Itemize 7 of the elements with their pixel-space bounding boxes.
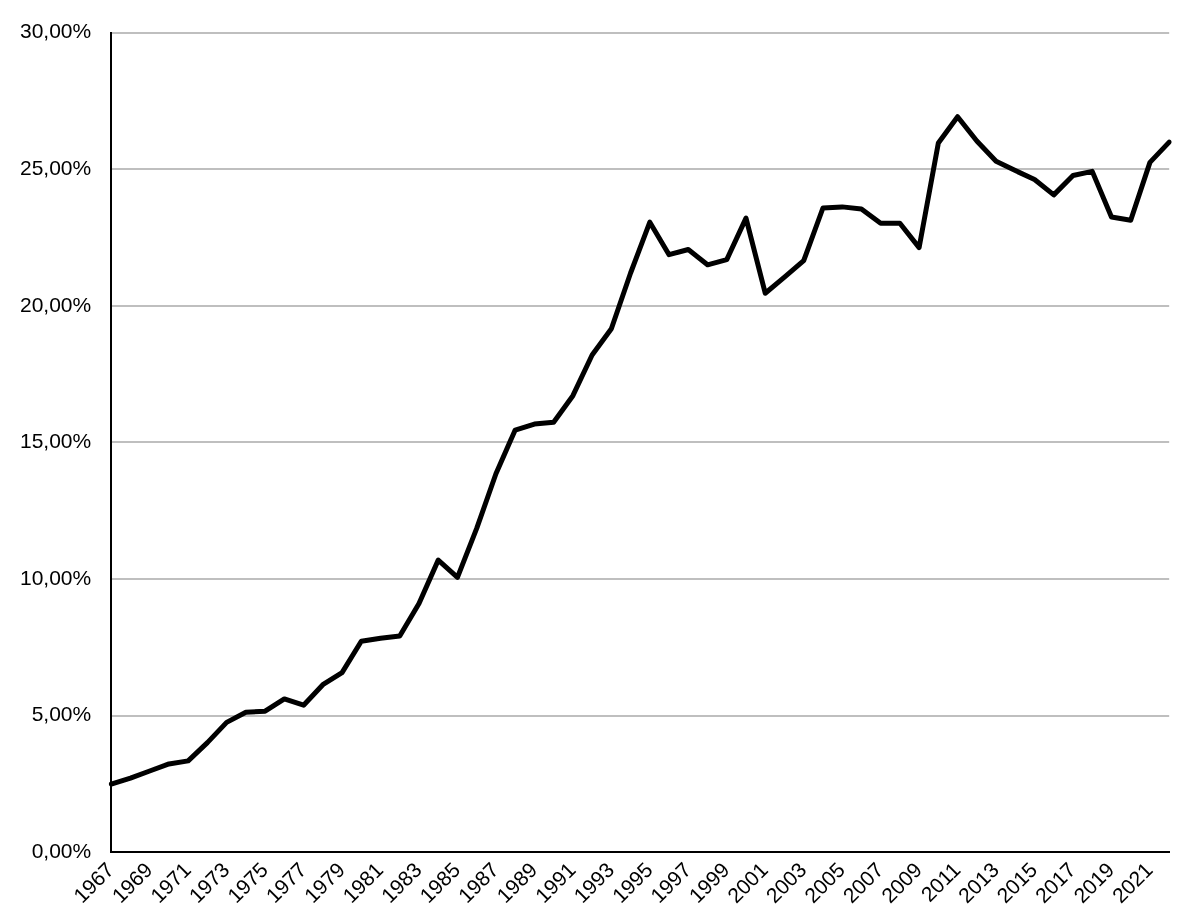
y-tick-label: 10,00% [19, 565, 92, 589]
y-tick-label: 30,00% [19, 19, 92, 43]
y-tick-label: 0,00% [31, 838, 92, 862]
y-tick-label: 5,00% [31, 702, 92, 726]
y-tick-label: 15,00% [19, 429, 92, 453]
y-tick-label: 20,00% [19, 292, 92, 316]
y-tick-label: 25,00% [19, 155, 92, 179]
